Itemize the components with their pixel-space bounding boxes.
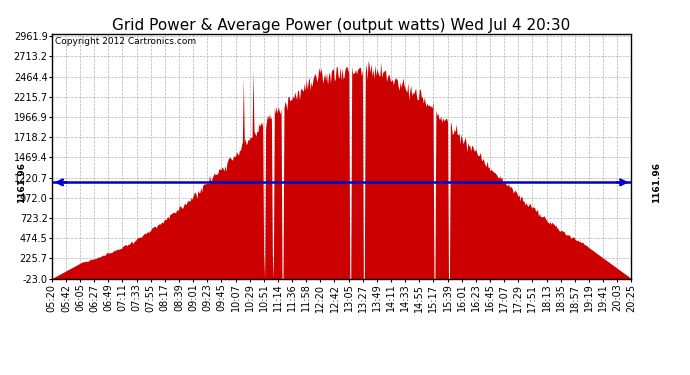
Text: 1161.96: 1161.96	[651, 162, 660, 203]
Title: Grid Power & Average Power (output watts) Wed Jul 4 20:30: Grid Power & Average Power (output watts…	[112, 18, 571, 33]
Text: Copyright 2012 Cartronics.com: Copyright 2012 Cartronics.com	[55, 38, 196, 46]
Text: 1161.96: 1161.96	[17, 162, 26, 203]
